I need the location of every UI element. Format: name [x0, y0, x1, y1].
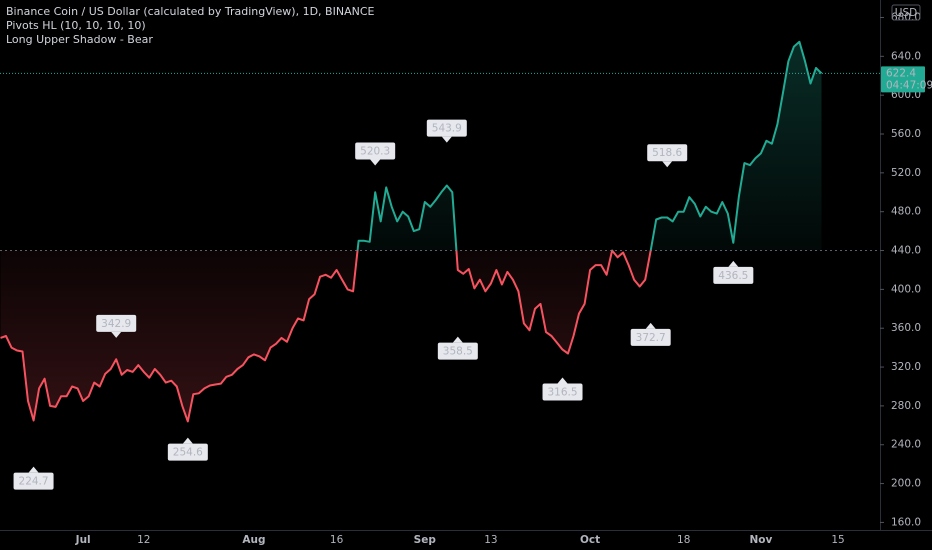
pivot-pointer [111, 331, 122, 338]
y-tick-label: 520.0 [891, 167, 921, 179]
line-below [0, 250, 652, 423]
y-tick-label: 640.0 [891, 50, 921, 62]
pivot-label: 254.6 [173, 447, 203, 459]
pivot-pointer [182, 437, 193, 444]
pivot-pointer [370, 159, 381, 166]
countdown-label: 04:47:09 [886, 79, 932, 91]
line-above [356, 40, 823, 251]
pivot-box [713, 266, 754, 284]
pivot-label: 520.3 [360, 146, 390, 158]
x-tick-label: Aug [242, 534, 265, 546]
chart-title: Binance Coin / US Dollar (calculated by … [6, 5, 375, 18]
x-tick-label: 12 [137, 534, 150, 546]
currency-label[interactable]: USD [895, 7, 917, 19]
x-tick-label: 13 [484, 534, 497, 546]
pivot-label: 316.5 [547, 386, 577, 398]
currency-box[interactable] [891, 4, 921, 21]
pivot-pointer [728, 260, 739, 267]
x-tick-label: Jul [75, 534, 91, 546]
y-tick-label: 200.0 [891, 478, 921, 490]
pivot-box [13, 472, 54, 490]
pivot-box [426, 119, 467, 137]
pivot-box [167, 443, 208, 461]
x-tick-label: Nov [749, 534, 772, 546]
area-above [0, 41, 822, 251]
pivot-pointer [662, 161, 673, 168]
indicator-label: Pivots HL (10, 10, 10, 10) [6, 19, 146, 32]
pivot-label: 224.7 [19, 476, 49, 488]
pivot-pointer [557, 377, 568, 384]
indicator-label: Long Upper Shadow - Bear [6, 33, 153, 46]
y-tick-label: 280.0 [891, 400, 921, 412]
y-tick-label: 560.0 [891, 128, 921, 140]
pivot-pointer [28, 466, 39, 473]
y-tick-label: 240.0 [891, 439, 921, 451]
pivot-box [437, 342, 478, 360]
x-tick-label: 18 [677, 534, 690, 546]
pivot-pointer [452, 336, 463, 343]
x-tick-label: Oct [580, 534, 600, 546]
y-tick-label: 360.0 [891, 322, 921, 334]
pivot-label: 518.6 [652, 147, 682, 159]
pivot-box [96, 314, 137, 332]
x-tick-label: 16 [330, 534, 344, 546]
pivot-pointer [645, 322, 656, 329]
pivot-label: 543.9 [432, 123, 462, 135]
last-price-box [881, 66, 925, 93]
pivot-box [355, 142, 396, 160]
x-tick-label: 15 [831, 534, 844, 546]
pivot-box [630, 328, 671, 346]
y-tick-label: 480.0 [891, 206, 921, 218]
pivot-label: 372.7 [636, 332, 666, 344]
y-tick-label: 320.0 [891, 361, 921, 373]
pivot-label: 342.9 [101, 318, 131, 330]
y-tick-label: 160.0 [891, 516, 921, 528]
pivot-box [647, 144, 688, 162]
y-tick-label: 400.0 [891, 283, 921, 295]
pivot-pointer [441, 136, 452, 143]
x-tick-label: Sep [414, 534, 437, 546]
pivot-label: 358.5 [443, 346, 473, 358]
pivot-label: 436.5 [718, 270, 748, 282]
last-price-label: 622.4 [886, 67, 916, 79]
y-tick-label: 440.0 [891, 245, 921, 257]
pivot-box [542, 383, 583, 401]
